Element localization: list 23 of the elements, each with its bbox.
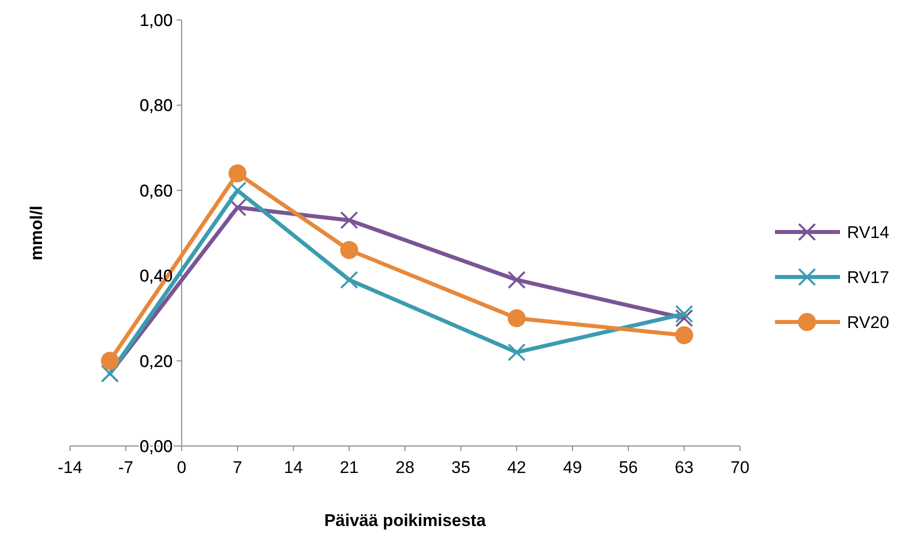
y-axis-title: mmol/l bbox=[27, 206, 46, 260]
legend-label: RV20 bbox=[847, 313, 890, 332]
x-tick-label: -14 bbox=[58, 458, 82, 477]
x-tick-label: 7 bbox=[232, 458, 242, 477]
x-tick-label: 35 bbox=[451, 458, 470, 477]
x-tick-label: 70 bbox=[730, 458, 750, 477]
legend-label: RV17 bbox=[847, 268, 890, 287]
x-tick-label: 21 bbox=[340, 458, 359, 477]
x-tick-label: 14 bbox=[284, 458, 303, 477]
y-tick-label: 0,60 bbox=[140, 181, 173, 200]
x-tick-label: 42 bbox=[507, 458, 526, 477]
y-tick-label: 0,20 bbox=[140, 352, 173, 371]
x-tick-label: 28 bbox=[396, 458, 414, 477]
y-tick-label: 1,00 bbox=[140, 11, 173, 30]
x-axis-title: Päivää poikimisesta bbox=[324, 511, 486, 530]
y-tick-label: 0,80 bbox=[140, 96, 173, 116]
legend-label: RV14 bbox=[847, 223, 890, 242]
y-tick-label: 0,00 bbox=[140, 437, 173, 456]
x-tick-label: 49 bbox=[563, 458, 582, 477]
x-tick-label: 0 bbox=[176, 458, 186, 477]
x-tick-label: 63 bbox=[674, 458, 694, 477]
x-tick-label: 56 bbox=[618, 458, 638, 477]
x-tick-label: -7 bbox=[118, 458, 134, 477]
